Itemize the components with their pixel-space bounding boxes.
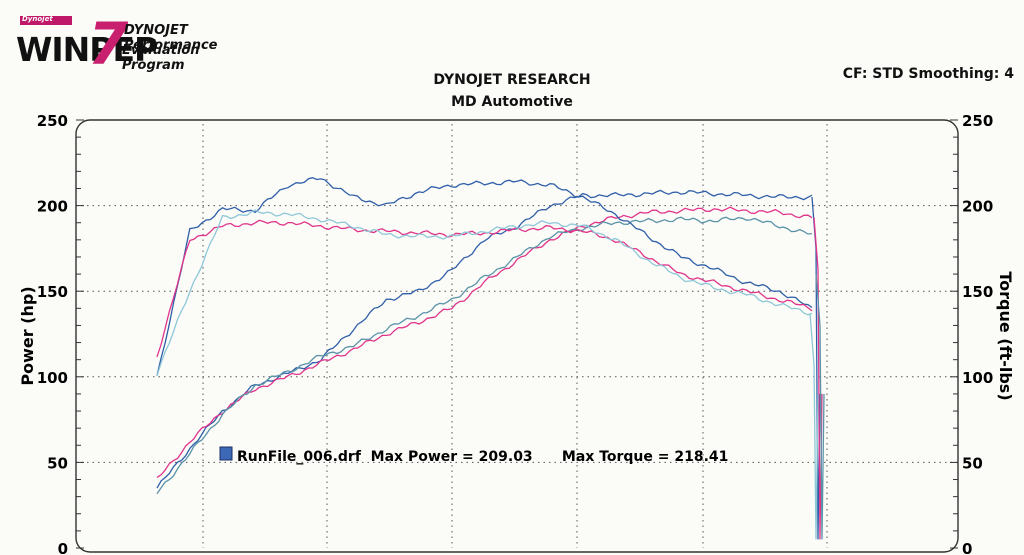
chart-title: DYNOJET RESEARCH — [433, 72, 591, 88]
series-torque-line-5 — [156, 219, 813, 358]
chart-series — [156, 177, 813, 495]
logo-number: 7 — [88, 10, 129, 78]
y-tick-label-left: 0 — [58, 540, 68, 555]
y-tick-label-left: 250 — [37, 112, 68, 130]
y-tick-label-right: 100 — [962, 369, 993, 387]
run-end-drop-line — [815, 274, 825, 540]
y-tick-label-right: 250 — [962, 112, 993, 130]
y-axis-left: 0 50 100 150 200 250 — [37, 112, 84, 555]
series-power-line-2 — [156, 206, 813, 478]
series-power-line-1 — [156, 189, 813, 489]
series-power-line-3 — [156, 216, 813, 495]
y-tick-label-left: 200 — [37, 198, 68, 216]
run-end-drops — [809, 196, 825, 540]
y-tick-label-right: 0 — [962, 540, 972, 555]
logo-tagline-1: DYNOJET Performance — [124, 23, 218, 53]
chart-subtitle: MD Automotive — [451, 94, 573, 110]
series-torque-line-4 — [156, 177, 813, 376]
logo-brand-bar — [20, 16, 72, 25]
chart-legend: RunFile_006.drf Max Power = 209.03 Max T… — [219, 446, 728, 465]
legend-swatch — [219, 446, 233, 461]
y-tick-label-left: 150 — [37, 283, 68, 301]
y-axis-right: 0 50 100 150 200 250 — [950, 112, 993, 555]
legend-text: RunFile_006.drf Max Power = 209.03 Max T… — [237, 449, 728, 465]
logo-small-text: Dynojet — [22, 15, 53, 23]
run-end-drop-line — [809, 313, 819, 540]
winpep-logo: Dynojet WINPEP 7 DYNOJET Performance Eva… — [14, 10, 244, 78]
chart-settings: CF: STD Smoothing: 4 — [842, 66, 1014, 82]
y2-axis-label: Torque (ft-lbs) — [996, 271, 1015, 400]
y-tick-label-right: 50 — [962, 454, 983, 472]
plot-frame — [75, 119, 959, 553]
y-tick-label-left: 100 — [37, 369, 68, 387]
chart-grid — [76, 124, 958, 548]
y-tick-label-right: 200 — [962, 198, 993, 216]
logo-tagline-2: Evaluation Program — [122, 43, 200, 73]
y-tick-label-right: 150 — [962, 283, 993, 301]
logo-wordmark: WINPEP — [16, 30, 158, 69]
series-torque-line-6 — [156, 209, 813, 377]
y-axis-label: Power (hp) — [18, 286, 37, 385]
y-tick-label-left: 50 — [47, 454, 68, 472]
